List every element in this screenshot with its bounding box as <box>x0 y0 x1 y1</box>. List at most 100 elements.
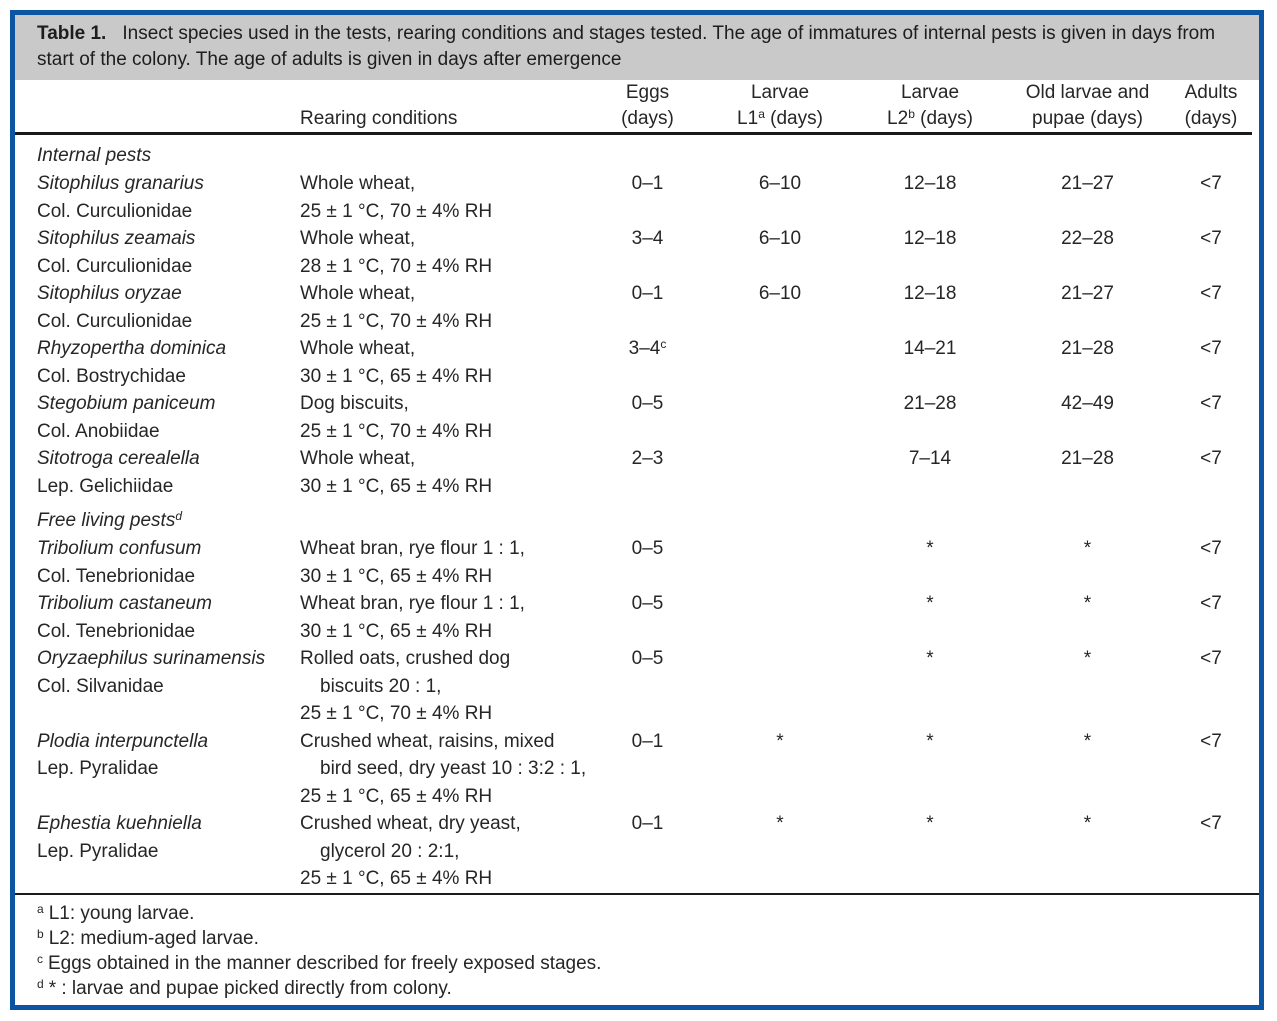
rearing-condition-cell: 25 ± 1 °C, 70 ± 4% RH <box>300 198 590 226</box>
section-label: Free living pestsd <box>37 509 183 531</box>
stage-value-cell <box>855 563 1005 591</box>
column-header-top-line: Adults <box>1184 82 1238 103</box>
stage-value-cell: 21–27 <box>1061 173 1114 194</box>
table-1-panel: Table 1. Insect species used in the tests… <box>10 10 1264 1010</box>
stage-value-cell: 0–1 <box>631 283 664 304</box>
stage-value-cell <box>855 618 1005 646</box>
rearing-condition-cell: Crushed wheat, dry yeast, <box>300 810 590 838</box>
rearing-line: 25 ± 1 °C, 65 ± 4% RH <box>300 868 493 889</box>
stage-value-cell <box>1005 198 1170 226</box>
column-header: Adults (days) <box>1170 80 1252 135</box>
species-line-row: Lep. Gelichiidae 30 ± 1 °C, 65 ± 4% RH <box>15 473 1252 501</box>
rearing-line: Whole wheat, <box>300 228 416 249</box>
stage-value-cell <box>1170 673 1252 701</box>
species-line-row: Lep. Pyralidae bird seed, dry yeast 10 : … <box>15 755 1252 783</box>
stage-value-cell <box>1170 700 1252 728</box>
stage-value-cell <box>705 308 855 336</box>
species-line-row: Col. Curculionidae 28 ± 1 °C, 70 ± 4% RH <box>15 253 1252 281</box>
species-family-cell: Col. Bostrychidae <box>37 365 186 387</box>
species-family-cell: Col. Curculionidae <box>37 255 193 277</box>
stage-value-cell <box>590 473 705 501</box>
column-header: Larvae L1a (days) <box>705 80 855 135</box>
stage-value-cell <box>1170 783 1252 811</box>
column-header-bottom-line <box>37 106 300 131</box>
stage-value-cell <box>855 473 1005 501</box>
footnote-marker: d <box>37 976 44 991</box>
stage-value-cell <box>1170 198 1252 226</box>
rearing-condition-cell: Wheat bran, rye flour 1 : 1, <box>300 590 590 618</box>
stage-value-cell: 12–18 <box>903 228 957 249</box>
species-name-cell: Plodia interpunctella <box>15 728 300 756</box>
rearing-line: Rolled oats, crushed dog <box>300 648 511 669</box>
rearing-condition-cell: 30 ± 1 °C, 65 ± 4% RH <box>300 363 590 391</box>
stage-value-cell: * <box>926 593 934 614</box>
stage-value-cell <box>855 363 1005 391</box>
species-name-cell: Tribolium castaneum <box>15 590 300 618</box>
stage-value-cell: 6–10 <box>758 228 802 249</box>
stage-value-cell: * <box>776 730 784 752</box>
footnote: c Eggs obtained in the manner described f… <box>37 951 602 974</box>
stage-value-cell <box>1170 418 1252 446</box>
stage-value-cell: * <box>926 813 934 834</box>
stage-value-cell <box>1170 473 1252 501</box>
stage-value-cell <box>1005 308 1170 336</box>
stage-value-cell <box>705 700 855 728</box>
stage-value-cell: 21–28 <box>1061 338 1114 359</box>
rearing-line: biscuits 20 : 1, <box>320 675 442 697</box>
rearing-line: 25 ± 1 °C, 65 ± 4% RH <box>300 785 493 807</box>
stage-value-cell <box>1170 865 1252 893</box>
stage-value-cell <box>705 563 855 591</box>
rearing-condition-cell: 28 ± 1 °C, 70 ± 4% RH <box>300 253 590 281</box>
species-name-cell: Sitophilus zeamais <box>15 225 300 253</box>
footnote-marker: c <box>37 951 43 966</box>
rearing-condition-cell: Whole wheat, <box>300 170 590 198</box>
species-name-cell: Rhyzopertha dominica <box>15 335 300 363</box>
rearing-line: Whole wheat, <box>300 283 416 304</box>
footnote: a L1: young larvae. <box>37 901 195 924</box>
stage-value-cell <box>855 253 1005 281</box>
stage-value-cell: <7 <box>1200 730 1222 752</box>
stage-value-cell: 14–21 <box>903 338 957 359</box>
stage-value-cell <box>1005 253 1170 281</box>
stage-value-cell: <7 <box>1200 648 1222 669</box>
column-header-bottom-line: L1a (days) <box>737 107 823 129</box>
stage-value-cell <box>705 335 855 363</box>
species-line-row: Sitophilus oryzae Whole wheat, 0–1 6–10 12–1… <box>15 280 1252 308</box>
species-line-row: Tribolium castaneum Wheat bran, rye flour… <box>15 590 1252 618</box>
rearing-condition-cell: 30 ± 1 °C, 65 ± 4% RH <box>300 563 590 591</box>
stage-value-cell: <7 <box>1200 538 1222 559</box>
column-header: Old larvae and pupae (days) <box>1005 80 1170 135</box>
species-family-cell <box>15 700 300 728</box>
stage-value-cell: 21–28 <box>903 393 957 414</box>
stage-value-cell <box>590 563 705 591</box>
footnote: d * : larvae and pupae picked directly fr… <box>37 976 452 999</box>
stage-value-cell <box>590 673 705 701</box>
stage-value-cell: * <box>776 813 784 834</box>
stage-value-cell <box>705 198 855 226</box>
column-header-top-line: Old larvae and <box>1025 82 1150 103</box>
stage-value-cell: * <box>926 648 934 669</box>
stage-value-cell: <7 <box>1200 283 1222 304</box>
stage-value-cell: 2–3 <box>631 448 664 469</box>
rearing-line: 30 ± 1 °C, 65 ± 4% RH <box>300 365 493 387</box>
species-name: Sitophilus granarius <box>37 173 204 194</box>
species-family-cell <box>15 783 300 811</box>
stage-value-cell <box>855 783 1005 811</box>
stage-value-cell <box>1005 473 1170 501</box>
rearing-condition-cell: 25 ± 1 °C, 70 ± 4% RH <box>300 700 590 728</box>
column-header: Larvae L2b (days) <box>855 80 1005 135</box>
stage-value-cell: * <box>1083 813 1092 834</box>
stage-value-cell <box>855 308 1005 336</box>
stage-value-cell <box>855 865 1005 893</box>
stage-value-cell: <7 <box>1200 813 1222 834</box>
rearing-line: glycerol 20 : 2:1, <box>320 840 460 862</box>
rearing-line: Wheat bran, rye flour 1 : 1, <box>300 538 525 559</box>
superscript-marker: b <box>908 107 915 121</box>
species-name: Oryzaephilus surinamensis <box>37 648 266 669</box>
species-line-row: Col. Anobiidae 25 ± 1 °C, 70 ± 4% RH <box>15 418 1252 446</box>
footnote-marker: b <box>37 926 44 941</box>
stage-value-cell <box>1005 755 1170 783</box>
rearing-line: 25 ± 1 °C, 70 ± 4% RH <box>300 200 493 222</box>
stage-value-cell: <7 <box>1200 393 1222 414</box>
footnote: b L2: medium-aged larvae. <box>37 926 259 949</box>
